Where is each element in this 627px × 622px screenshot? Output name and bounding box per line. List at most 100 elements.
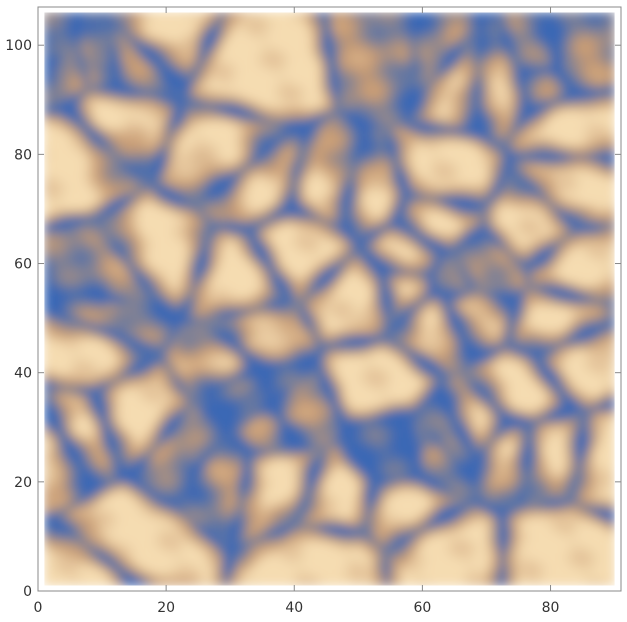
heatmap-cell [172, 519, 180, 527]
heatmap-cell [396, 492, 404, 499]
heatmap-cell [191, 541, 199, 548]
heatmap-cell [332, 541, 340, 548]
heatmap-cell [332, 361, 340, 368]
heatmap-cell [479, 399, 487, 406]
heatmap-cell [69, 410, 77, 417]
heatmap-cell [588, 350, 596, 357]
heatmap-cell [319, 361, 327, 368]
heatmap-cell [172, 475, 180, 483]
heatmap-cell [287, 350, 295, 357]
heatmap-cell [293, 317, 302, 325]
heatmap-cell [466, 563, 475, 570]
heatmap-cell [364, 525, 372, 532]
heatmap-cell [345, 383, 353, 390]
heatmap-cell [511, 486, 519, 494]
heatmap-cell [575, 475, 584, 483]
heatmap-cell [120, 377, 129, 385]
heatmap-cell [255, 410, 263, 417]
heatmap-cell [511, 421, 519, 428]
heatmap-cell [44, 284, 52, 292]
heatmap-cell [107, 372, 116, 379]
heatmap-cell [63, 421, 71, 428]
heatmap-cell [172, 508, 180, 516]
heatmap-cell [159, 557, 167, 565]
heatmap-cell [498, 279, 507, 286]
heatmap-cell [537, 519, 545, 527]
heatmap-cell [460, 481, 468, 488]
heatmap-cell [357, 355, 366, 363]
heatmap-cell [107, 339, 116, 346]
heatmap-cell [517, 508, 526, 516]
heatmap-cell [69, 464, 77, 472]
heatmap-cell [63, 377, 71, 385]
heatmap-cell [332, 574, 340, 581]
heatmap-cell [364, 519, 372, 527]
heatmap-cell [44, 557, 52, 565]
heatmap-cell [306, 295, 314, 303]
heatmap-cell [460, 355, 468, 363]
heatmap-cell [172, 372, 180, 379]
heatmap-cell [274, 448, 282, 456]
heatmap-cell [498, 306, 507, 314]
heatmap-cell [204, 350, 212, 357]
heatmap-cell [364, 301, 372, 308]
heatmap-cell [133, 541, 142, 548]
heatmap-cell [319, 350, 327, 357]
heatmap-cell [351, 404, 359, 412]
heatmap-cell [460, 530, 468, 537]
heatmap-cell [466, 459, 475, 466]
heatmap-cell [575, 443, 584, 450]
heatmap-cell [120, 579, 129, 586]
heatmap-cell [274, 361, 282, 368]
heatmap-cell [479, 503, 487, 510]
heatmap-cell [312, 361, 321, 368]
heatmap-cell [280, 350, 289, 357]
heatmap-cell [364, 426, 372, 434]
heatmap-cell [492, 279, 500, 286]
heatmap-cell [421, 443, 430, 450]
heatmap-cell [152, 432, 161, 439]
heatmap-cell [434, 541, 443, 548]
heatmap-cell [550, 295, 558, 303]
heatmap-cell [383, 492, 391, 499]
heatmap-cell [101, 426, 109, 434]
heatmap-cell [556, 323, 564, 330]
heatmap-cell [152, 344, 161, 352]
heatmap-cell [229, 459, 238, 466]
heatmap-cell [594, 492, 603, 499]
heatmap-cell [184, 454, 193, 461]
heatmap-cell [383, 312, 391, 319]
heatmap-cell [332, 481, 340, 488]
heatmap-cell [479, 366, 487, 374]
heatmap-cell [582, 546, 590, 554]
heatmap-cell [107, 317, 116, 325]
heatmap-cell [434, 481, 443, 488]
heatmap-cell [210, 399, 218, 406]
heatmap-cell [530, 481, 539, 488]
heatmap-cell [562, 350, 571, 357]
heatmap-cell [178, 530, 186, 537]
heatmap-cell [140, 437, 148, 445]
heatmap-cell [101, 475, 109, 483]
heatmap-cell [274, 541, 282, 548]
heatmap-cell [146, 492, 154, 499]
heatmap-cell [402, 301, 411, 308]
heatmap-cell [530, 454, 539, 461]
heatmap-cell [255, 372, 263, 379]
heatmap-cell [236, 388, 244, 396]
heatmap-cell [332, 295, 340, 303]
heatmap-cell [293, 421, 302, 428]
heatmap-cell [325, 481, 334, 488]
heatmap-cell [550, 437, 558, 445]
heatmap-cell [402, 475, 411, 483]
heatmap-cell [428, 448, 436, 456]
heatmap-cell [293, 530, 302, 537]
heatmap-cell [165, 475, 174, 483]
heatmap-cell [498, 503, 507, 510]
heatmap-cell [575, 361, 584, 368]
heatmap-cell [351, 323, 359, 330]
heatmap-cell [601, 459, 609, 466]
heatmap-cell [357, 525, 366, 532]
heatmap-cell [146, 295, 154, 303]
heatmap-cell [127, 355, 135, 363]
